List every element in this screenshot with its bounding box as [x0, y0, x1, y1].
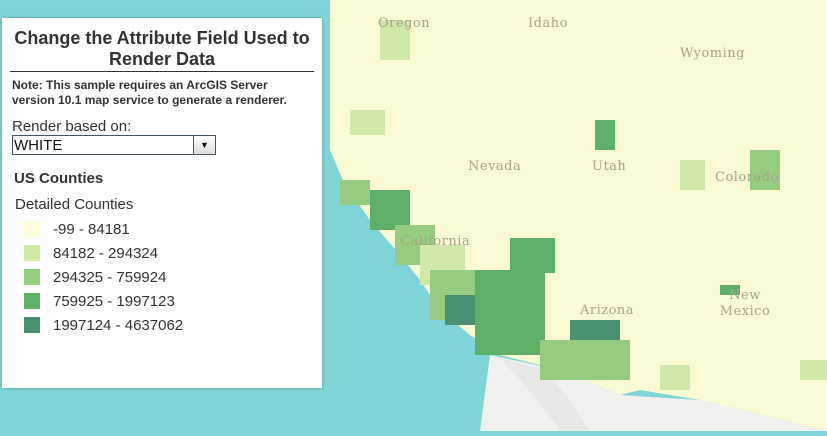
legend-label: -99 - 84181 — [53, 220, 130, 238]
map-label-new-mexico: New Mexico — [719, 288, 771, 319]
map-label-oregon: Oregon — [378, 16, 431, 31]
baja — [500, 358, 590, 431]
legend-item: 84182 - 294324 — [12, 244, 312, 262]
map-label-colorado: Colorado — [715, 170, 779, 185]
legend-item: 1997124 - 4637062 — [12, 316, 312, 334]
legend-swatch — [24, 269, 40, 285]
legend-label: 84182 - 294324 — [53, 244, 159, 262]
legend: -99 - 84181 84182 - 294324 294325 - 759924… — [12, 220, 312, 334]
render-label: Render based on: — [12, 118, 132, 135]
map-label-wyoming: Wyoming — [680, 46, 745, 61]
render-field-value: WHITE — [14, 136, 63, 154]
panel-title: Change the Attribute Field Used to Rende… — [10, 28, 314, 72]
legend-swatch — [24, 317, 40, 333]
legend-swatch — [24, 293, 40, 309]
legend-swatch — [24, 221, 40, 237]
map-label-nevada: Nevada — [468, 159, 522, 174]
legend-label: 294325 - 759924 — [53, 268, 167, 286]
chevron-down-icon[interactable]: ▼ — [193, 136, 215, 154]
legend-item: -99 - 84181 — [12, 220, 312, 238]
map-label-idaho: Idaho — [528, 16, 568, 31]
legend-label: 1997124 - 4637062 — [53, 316, 184, 334]
legend-item: 759925 - 1997123 — [12, 292, 312, 310]
renderer-panel: Change the Attribute Field Used to Rende… — [2, 18, 322, 388]
map-label-utah: Utah — [592, 159, 627, 174]
legend-layer-title: US Counties — [14, 170, 104, 187]
us-land — [330, 0, 827, 431]
render-field-select[interactable]: WHITE ▼ — [12, 135, 216, 155]
legend-item: 294325 - 759924 — [12, 268, 312, 286]
legend-sublayer-title: Detailed Counties — [15, 196, 134, 213]
legend-label: 759925 - 1997123 — [53, 292, 175, 310]
county-polygons — [340, 20, 827, 390]
map-label-california: California — [400, 234, 471, 249]
legend-swatch — [24, 245, 40, 261]
map-label-arizona: Arizona — [580, 303, 635, 318]
panel-note: Note: This sample requires an ArcGIS Ser… — [12, 78, 287, 107]
